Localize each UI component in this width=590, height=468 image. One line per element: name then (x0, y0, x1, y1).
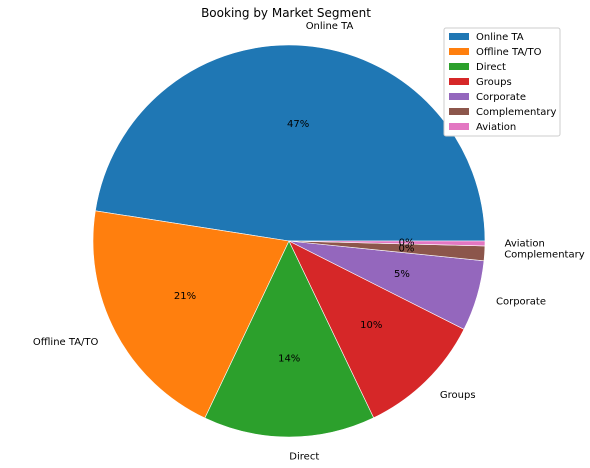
pie-slice-direct (204, 240, 375, 438)
slice-label-groups: Groups (440, 390, 476, 401)
percentage-labels: 47% 21% 14% 10% 5% 0%0% (174, 119, 415, 365)
slice-label-complementary: Complementary (504, 250, 585, 261)
legend-label-offline-ta-to: Offline TA/TO (476, 47, 542, 58)
pie-slices (92, 44, 486, 438)
legend-label-direct: Direct (476, 62, 506, 73)
legend-frame (443, 27, 561, 137)
slice-labels: Online TA Offline TA/TO Direct Groups Corpor… (33, 21, 585, 463)
slice-label-offline-ta-to: Offline TA/TO (33, 337, 99, 348)
pct-label-corporate: 5% (394, 269, 410, 280)
legend-swatch-direct (449, 63, 469, 70)
chart-title: Booking by Market Segment (201, 6, 371, 20)
pct-label-offline-ta-to: 21% (174, 291, 196, 302)
legend-swatch-aviation (449, 123, 469, 130)
pie-slice-offline-ta-to (92, 210, 290, 419)
legend-swatch-complementary (449, 108, 469, 115)
legend-label-online-ta: Online TA (476, 32, 524, 43)
pct-label-online-ta: 47% (287, 119, 309, 130)
legend-swatch-online-ta (449, 33, 469, 40)
pct-label-groups: 10% (360, 320, 382, 331)
pie-slice-aviation (288, 240, 486, 247)
slice-label-aviation: Aviation (505, 239, 545, 250)
legend-label-corporate: Corporate (476, 92, 526, 103)
legend-label-aviation: Aviation (476, 122, 516, 133)
slice-label-direct: Direct (289, 452, 319, 463)
pie-slice-online-ta (94, 44, 486, 242)
pct-label-direct: 14% (278, 354, 300, 365)
legend-swatch-corporate (449, 93, 469, 100)
legend-label-groups: Groups (476, 77, 512, 88)
legend: Online TA Offline TA/TO Direct Groups Corpor… (443, 27, 561, 137)
legend-swatch-offline-ta-to (449, 48, 469, 55)
legend-label-complementary: Complementary (476, 107, 557, 118)
pct-label-complementary: 0% (398, 243, 414, 254)
slice-label-corporate: Corporate (496, 296, 546, 307)
pct-label-aviation: 0% (399, 238, 415, 249)
pie-slice-groups (288, 240, 465, 419)
legend-swatch-groups (449, 78, 469, 85)
slice-label-online-ta: Online TA (306, 21, 354, 32)
